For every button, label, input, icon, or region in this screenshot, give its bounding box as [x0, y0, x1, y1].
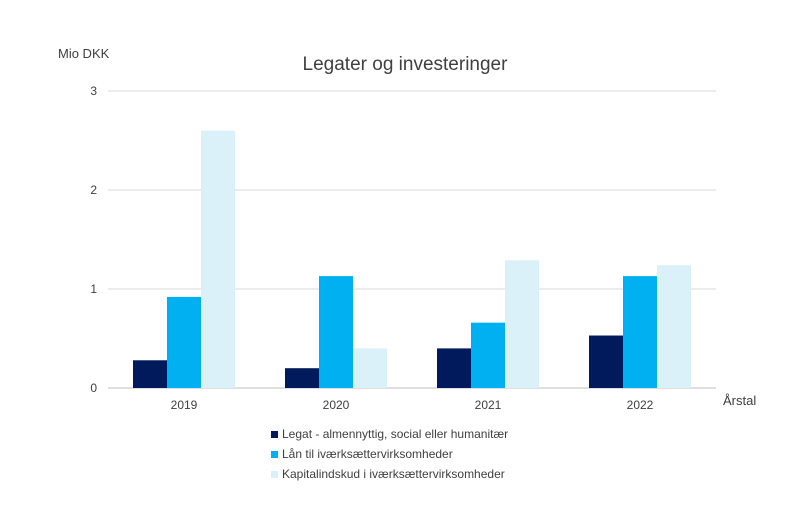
x-tick-label: 2020 [323, 398, 350, 412]
bar [437, 348, 471, 388]
legend-label: Lån til iværksættervirksomheder [282, 447, 453, 461]
bar [589, 335, 623, 388]
x-axis-label: Årstal [723, 393, 756, 408]
bar [319, 276, 353, 388]
bar [353, 348, 387, 388]
bars [133, 130, 691, 388]
legend: Legat - almennyttig, social eller humani… [271, 427, 508, 481]
x-tick-label: 2019 [171, 398, 198, 412]
chart-title: Legater og investeringer [303, 54, 509, 75]
legend-label: Legat - almennyttig, social eller humani… [282, 427, 508, 441]
x-tick-label: 2021 [475, 398, 502, 412]
y-tick-label: 1 [90, 282, 97, 296]
legend-swatch [271, 451, 278, 458]
legend-swatch [271, 471, 278, 478]
y-tick-label: 2 [90, 183, 97, 197]
y-tick-label: 0 [90, 381, 97, 395]
y-tick-labels: 0 1 2 3 [90, 84, 97, 395]
bar [505, 260, 539, 388]
bar [167, 296, 201, 388]
bar [201, 130, 235, 388]
x-tick-label: 2022 [627, 398, 654, 412]
legend-label: Kapitalindskud i iværksættervirksomheder [282, 467, 505, 481]
bar [623, 276, 657, 388]
bar [657, 265, 691, 388]
bar [471, 322, 505, 388]
bar [133, 360, 167, 388]
x-tick-labels: 2019 2020 2021 2022 [171, 398, 654, 412]
bar [285, 368, 319, 388]
y-tick-label: 3 [90, 84, 97, 98]
legend-swatch [271, 431, 278, 438]
y-axis-label: Mio DKK [58, 46, 110, 61]
